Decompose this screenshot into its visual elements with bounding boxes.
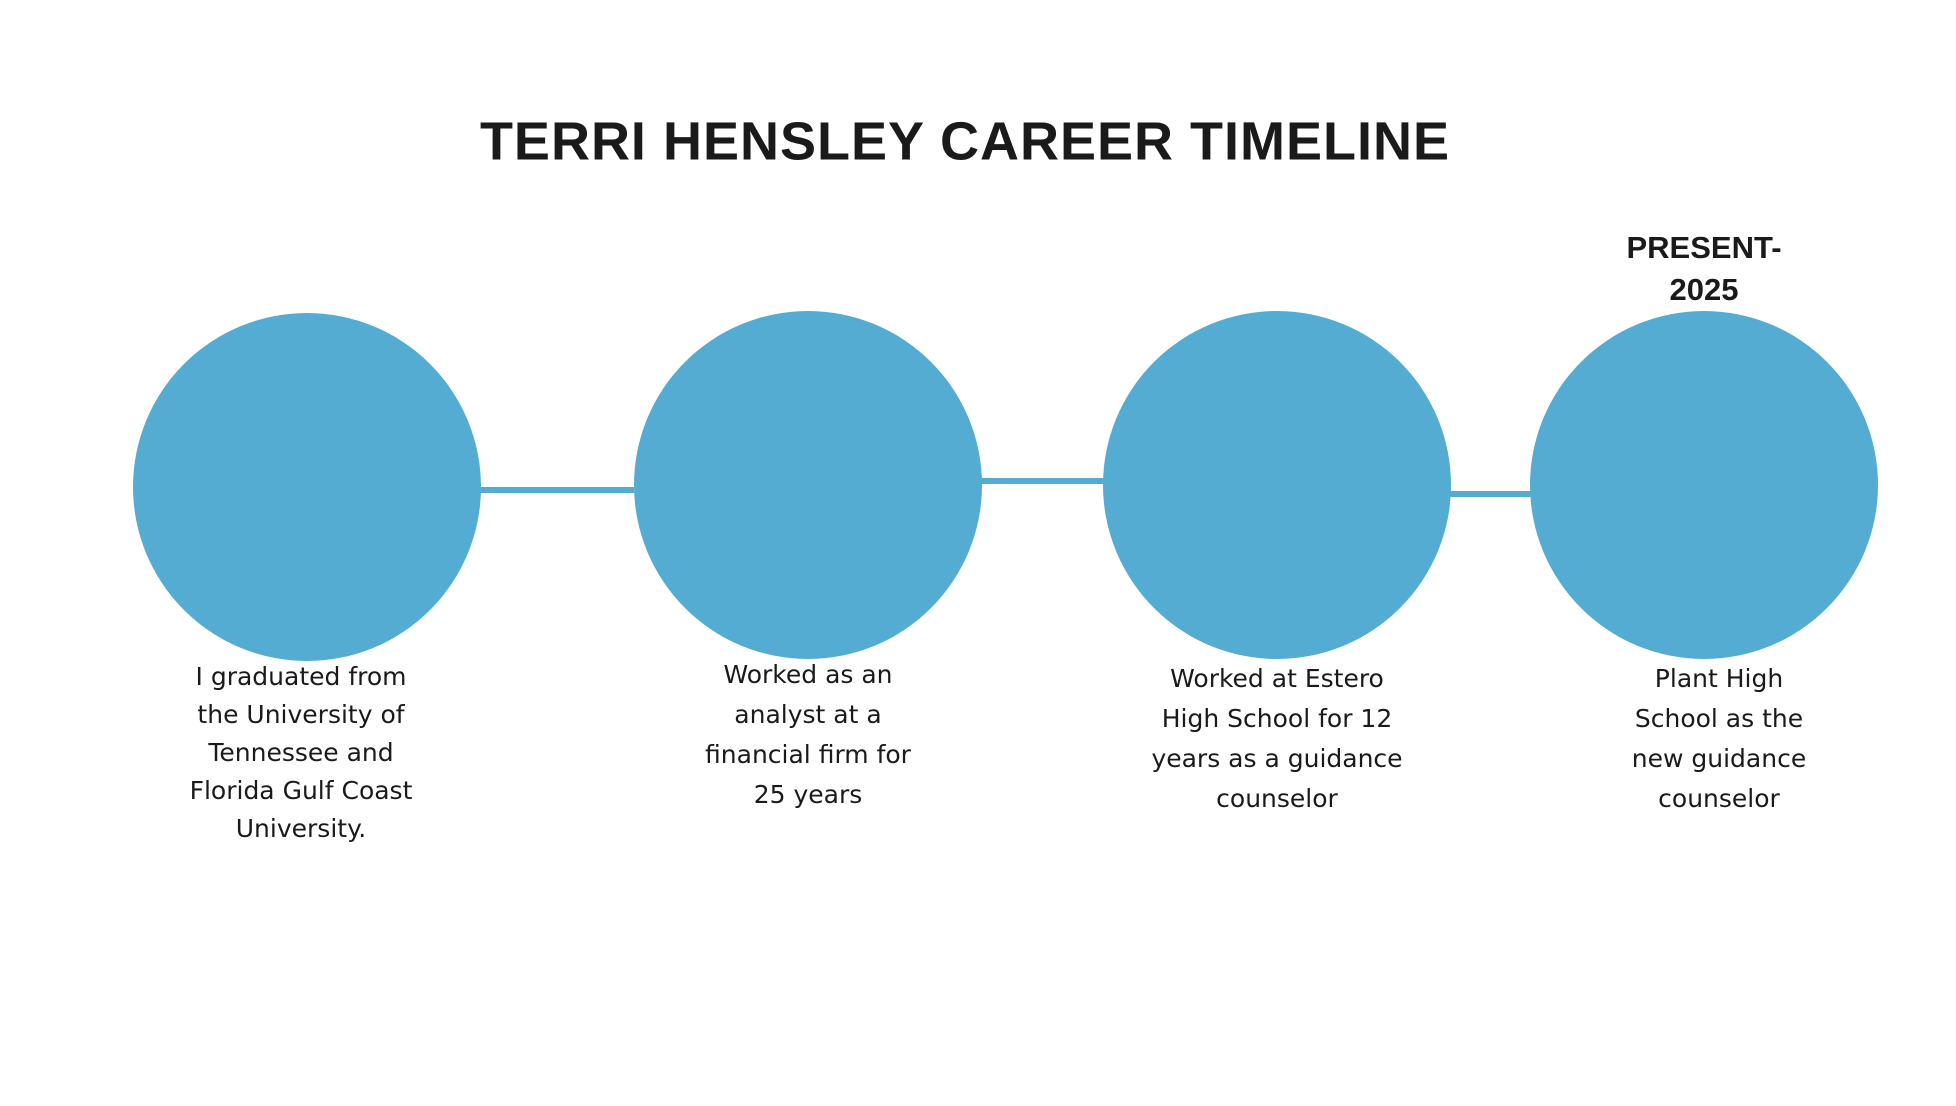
- milestone-label: 2025: [1670, 272, 1739, 307]
- milestone-description: 25 years: [754, 780, 863, 809]
- milestone-description: Plant High: [1655, 664, 1783, 693]
- milestone-description: counselor: [1216, 784, 1338, 813]
- milestone-circle: [1530, 311, 1878, 659]
- milestone-circle: [1103, 311, 1451, 659]
- milestone-circle: [634, 311, 982, 659]
- title: TERRI HENSLEY CAREER TIMELINE: [480, 111, 1450, 171]
- milestone-description: Worked as an: [723, 660, 892, 689]
- milestone-description: new guidance: [1632, 744, 1806, 773]
- milestone-description: Tennessee and: [207, 738, 393, 767]
- milestone-description: the University of: [197, 700, 405, 729]
- milestone-description: University.: [236, 814, 367, 843]
- milestone-description: High School for 12: [1162, 704, 1392, 733]
- milestone-description: Florida Gulf Coast: [190, 776, 413, 805]
- milestone-label: PRESENT-: [1626, 230, 1781, 265]
- milestone-description: School as the: [1635, 704, 1803, 733]
- milestone-description: financial firm for: [705, 740, 912, 769]
- milestone-description: Worked at Estero: [1170, 664, 1384, 693]
- milestone-description: counselor: [1658, 784, 1780, 813]
- milestone-description: I graduated from: [196, 662, 407, 691]
- milestone-description: years as a guidance: [1151, 744, 1402, 773]
- milestone-circle: [133, 313, 481, 661]
- milestone-description: analyst at a: [734, 700, 881, 729]
